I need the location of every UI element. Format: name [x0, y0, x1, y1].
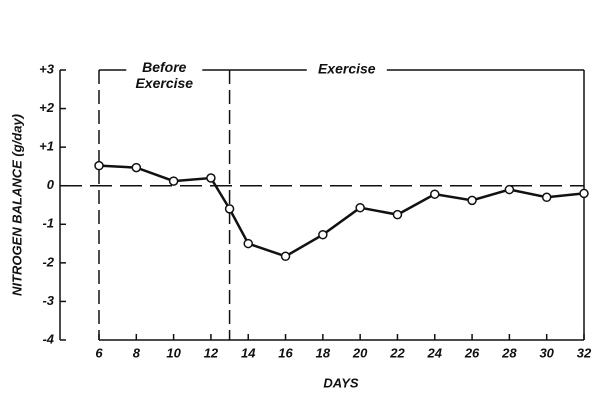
- data-point: [243, 238, 253, 249]
- data-point: [355, 202, 365, 213]
- x-tick-label: 30: [539, 345, 554, 360]
- x-tick-label: 22: [389, 345, 405, 360]
- data-point: [280, 251, 291, 262]
- x-tick-label: 20: [352, 345, 368, 360]
- data-point: [224, 204, 235, 214]
- x-tick-label: 32: [577, 345, 592, 360]
- x-tick-label: 18: [316, 345, 331, 360]
- x-tick-label: 24: [427, 345, 443, 360]
- y-axis-label: NITROGEN BALANCE (g/day): [9, 114, 24, 296]
- y-tick-label: +1: [39, 139, 54, 154]
- y-tick-label: -3: [42, 293, 54, 308]
- data-point: [206, 173, 216, 183]
- y-tick-label: +3: [39, 61, 55, 76]
- data-point: [131, 162, 142, 173]
- x-tick-label: 26: [464, 345, 480, 360]
- label-bg: [126, 58, 203, 94]
- y-tick-label: -1: [42, 216, 54, 231]
- y-tick-label: +2: [39, 100, 55, 115]
- data-point: [467, 195, 477, 206]
- y-tick-label: -4: [42, 331, 54, 346]
- data-point: [318, 229, 328, 240]
- x-tick-label: 10: [166, 345, 181, 360]
- x-tick-label: 14: [241, 345, 256, 360]
- y-tick-label: -2: [42, 254, 54, 269]
- data-point: [168, 176, 179, 186]
- annotation: Exercise: [318, 61, 376, 77]
- x-tick-label: 28: [501, 345, 517, 360]
- data-point: [430, 189, 440, 199]
- x-tick-label: 16: [278, 345, 293, 360]
- x-axis-label: DAYS: [323, 375, 358, 390]
- data-point: [579, 188, 589, 199]
- annotation: Before Exercise: [135, 59, 193, 91]
- data-point: [392, 209, 403, 220]
- data-point: [504, 184, 515, 195]
- x-tick-label: 6: [95, 345, 103, 360]
- label-bg: [306, 60, 387, 80]
- y-tick-label: 0: [47, 177, 55, 192]
- data-point: [541, 192, 552, 203]
- x-tick-label: 8: [133, 345, 141, 360]
- data-point: [94, 160, 104, 171]
- x-tick-label: 12: [204, 345, 219, 360]
